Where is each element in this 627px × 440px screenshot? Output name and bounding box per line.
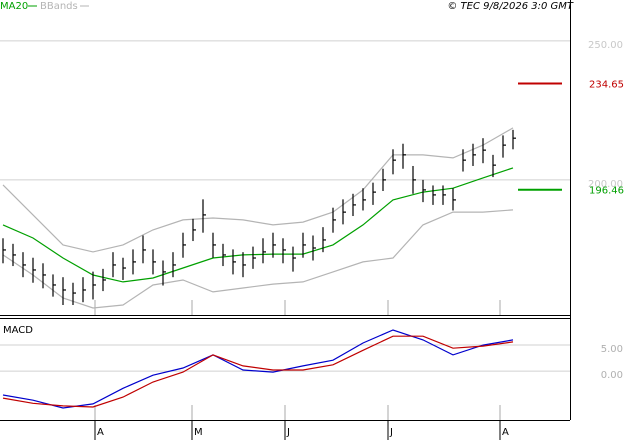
x-tick-label: A xyxy=(502,427,509,438)
x-tick-label: J xyxy=(389,427,393,438)
legend-label: MA20 xyxy=(0,1,28,12)
y-tick-label: 0.00 xyxy=(601,370,623,381)
panel-title: MACD xyxy=(3,325,33,336)
ma-line xyxy=(2,167,514,283)
legend-label: BBands xyxy=(40,1,78,12)
x-tick-label: A xyxy=(97,427,104,438)
y-tick-label: 200.00 xyxy=(588,179,623,190)
x-tick-label: J xyxy=(286,427,290,438)
y-tick-label: 5.00 xyxy=(601,344,623,355)
source: © TEC 9/8/2026 3:0 GMT xyxy=(447,1,574,12)
y-tick-label: 250.00 xyxy=(588,40,623,51)
price-marker-label: 234.65 xyxy=(589,80,624,91)
band-lower xyxy=(2,209,514,309)
x-tick-label: M xyxy=(194,427,203,438)
price-marker-label: 196.46 xyxy=(589,186,624,197)
macd-line xyxy=(2,329,514,409)
macd-line xyxy=(2,335,514,408)
band-upper xyxy=(2,127,514,253)
